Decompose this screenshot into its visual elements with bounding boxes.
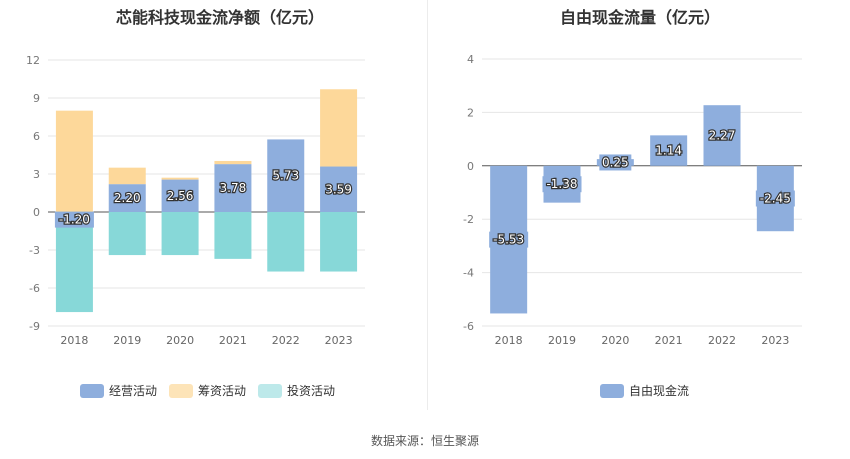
x-tick-left-2022: 2022 xyxy=(272,334,300,347)
bar-financing-2021 xyxy=(214,160,252,165)
y-tick-right-3: -2 xyxy=(463,213,474,226)
data-label-operating-2022: 5.73 xyxy=(272,169,299,183)
x-tick-left-2021: 2021 xyxy=(219,334,247,347)
y-tick-left-2: 6 xyxy=(33,130,40,143)
legend-label-financing: 筹资活动 xyxy=(198,384,247,398)
data-label-operating-2019-bg xyxy=(111,190,144,207)
bar-investing-2022 xyxy=(267,212,305,272)
y-tick-right-5: -6 xyxy=(463,320,474,333)
y-tick-right-4: -4 xyxy=(463,267,474,280)
bar-financing-2019 xyxy=(108,167,146,185)
data-label-fcf-2023-bg xyxy=(755,190,795,207)
y-tick-left-4: 0 xyxy=(33,206,40,219)
x-tick-right-2019: 2019 xyxy=(548,334,576,347)
data-label-fcf-2023: -2.45 xyxy=(760,192,791,206)
x-tick-left-2018: 2018 xyxy=(60,334,88,347)
data-label-operating-2018: -1.20 xyxy=(59,213,90,227)
data-label-fcf-2021-bg xyxy=(652,142,685,159)
x-tick-right-2020: 2020 xyxy=(601,334,629,347)
data-label-operating-2020: 2.56 xyxy=(167,189,194,203)
data-label-fcf-2018-bg xyxy=(489,231,529,248)
data-label-fcf-2021: 1.14 xyxy=(655,144,682,158)
y-tick-left-6: -6 xyxy=(29,282,40,295)
bar-investing-2023 xyxy=(320,212,358,272)
legend-left: 经营活动 筹资活动 投资活动 xyxy=(80,382,347,399)
bar-financing-2023 xyxy=(320,89,358,167)
legend-label-operating: 经营活动 xyxy=(109,384,158,398)
y-tick-right-1: 2 xyxy=(467,106,474,119)
y-tick-left-5: -3 xyxy=(29,244,40,257)
bar-investing-2018 xyxy=(55,227,93,313)
legend-item-financing[interactable]: 筹资活动 xyxy=(169,382,246,399)
data-label-operating-2023: 3.59 xyxy=(325,182,352,196)
y-tick-right-0: 4 xyxy=(467,53,474,66)
data-label-fcf-2019-bg xyxy=(542,176,582,193)
legend-item-fcf[interactable]: 自由现金流 xyxy=(600,382,689,399)
data-label-fcf-2019: -1.38 xyxy=(546,177,577,191)
chart-title-right: 自由现金流量（亿元） xyxy=(559,8,720,27)
x-tick-left-2020: 2020 xyxy=(166,334,194,347)
legend-item-operating[interactable]: 经营活动 xyxy=(80,382,157,399)
x-tick-right-2022: 2022 xyxy=(708,334,736,347)
data-label-operating-2020-bg xyxy=(164,187,197,204)
legend-right: 自由现金流 xyxy=(600,382,701,399)
data-label-operating-2021: 3.78 xyxy=(220,181,247,195)
data-label-fcf-2018: -5.53 xyxy=(493,233,524,247)
data-label-operating-2019: 2.20 xyxy=(114,191,141,205)
data-label-operating-2018-bg xyxy=(54,211,94,228)
y-tick-left-7: -9 xyxy=(29,320,40,333)
data-label-fcf-2020: 0.25 xyxy=(602,155,629,169)
bar-investing-2021 xyxy=(214,212,252,259)
legend-swatch-operating xyxy=(80,383,104,398)
data-label-fcf-2022-bg xyxy=(706,127,738,144)
y-tick-left-3: 3 xyxy=(33,168,40,181)
bar-financing-2018 xyxy=(55,110,93,212)
bar-investing-2020 xyxy=(161,212,199,256)
data-label-operating-2022-bg xyxy=(269,167,302,184)
legend-swatch-fcf xyxy=(600,383,624,398)
legend-label-fcf: 自由现金流 xyxy=(629,384,690,398)
chart-title-left: 芯能科技现金流净额（亿元） xyxy=(115,8,324,27)
legend-label-investing: 投资活动 xyxy=(287,384,336,398)
legend-item-investing[interactable]: 投资活动 xyxy=(258,382,335,399)
data-label-fcf-2022: 2.27 xyxy=(709,128,736,142)
legend-swatch-financing xyxy=(169,383,194,398)
data-label-operating-2023-bg xyxy=(322,181,355,198)
x-tick-right-2023: 2023 xyxy=(761,334,789,347)
x-tick-right-2018: 2018 xyxy=(495,334,523,347)
legend-swatch-investing xyxy=(258,383,283,398)
data-label-fcf-2020-bg xyxy=(599,154,632,171)
y-tick-right-2: 0 xyxy=(467,160,474,173)
x-tick-right-2021: 2021 xyxy=(655,334,683,347)
panel-divider xyxy=(427,0,428,410)
source-note: 数据来源：恒生聚源 xyxy=(370,434,479,448)
x-tick-left-2023: 2023 xyxy=(325,334,353,347)
bar-financing-2020 xyxy=(161,177,199,180)
y-tick-left-1: 9 xyxy=(33,92,40,105)
y-tick-left-0: 12 xyxy=(26,54,40,67)
x-tick-left-2019: 2019 xyxy=(113,334,141,347)
bar-investing-2019 xyxy=(108,212,146,256)
data-label-operating-2021-bg xyxy=(216,180,249,197)
